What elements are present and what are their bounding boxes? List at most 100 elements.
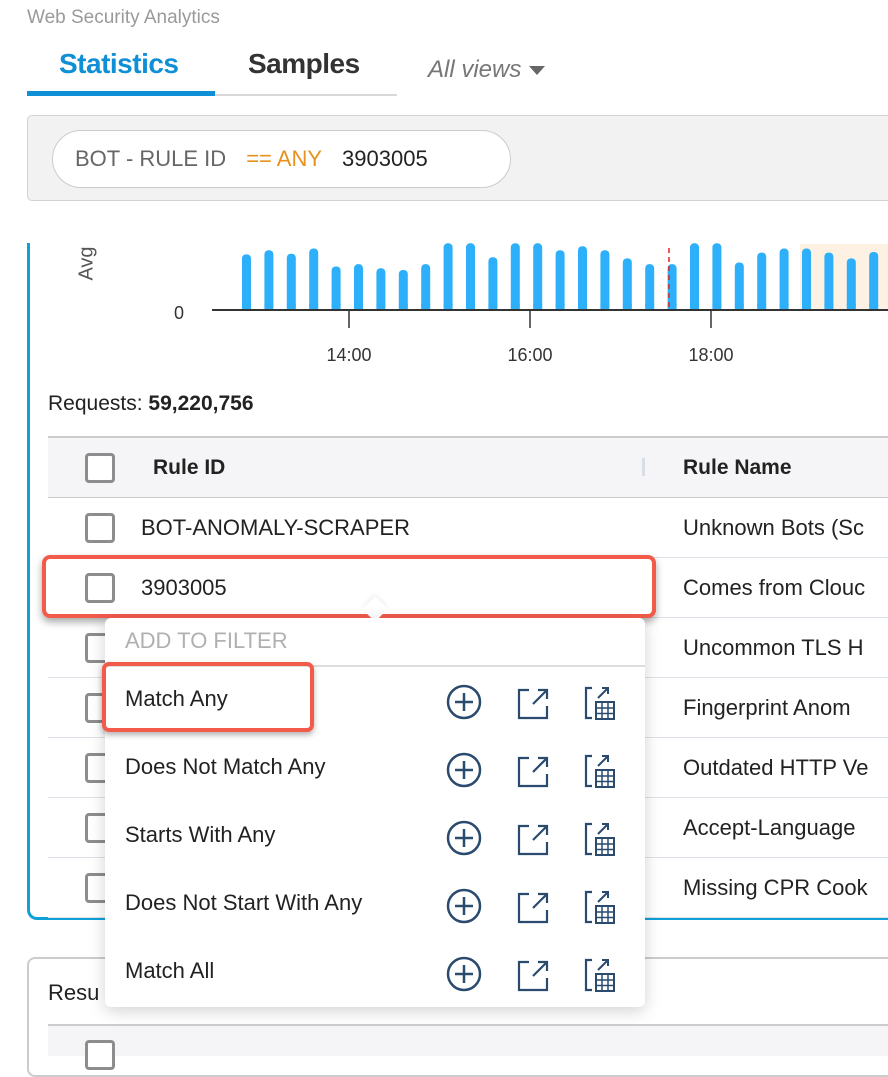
column-header-rule-name[interactable]: Rule Name <box>683 456 792 479</box>
x-tick-label: 16:00 <box>507 345 552 365</box>
export-table-icon[interactable] <box>580 886 620 926</box>
bar-base <box>398 304 408 310</box>
bar <box>667 264 677 310</box>
column-resize-handle[interactable] <box>642 458 645 476</box>
menu-item[interactable]: Does Not Match Any <box>105 736 645 804</box>
menu-item-label: Does Not Match Any <box>125 754 326 779</box>
plus-circle-icon[interactable] <box>444 954 484 994</box>
requests-value: 59,220,756 <box>148 392 254 415</box>
bar-base <box>533 304 543 310</box>
bar <box>734 262 744 310</box>
bar-base <box>600 304 610 310</box>
rule-id-cell[interactable]: 3903005 <box>141 575 227 600</box>
bar <box>331 266 341 310</box>
requests-label: Requests: <box>48 392 143 415</box>
bar-base <box>734 304 744 310</box>
tab-statistics[interactable]: Statistics <box>59 48 179 79</box>
open-external-icon[interactable] <box>513 682 553 722</box>
bar-base <box>331 304 341 310</box>
bar <box>533 243 543 310</box>
table-header: Rule ID Rule Name <box>48 438 888 498</box>
plus-circle-icon[interactable] <box>444 886 484 926</box>
bar <box>443 243 453 310</box>
bar-base <box>869 304 879 310</box>
bar-base <box>824 304 834 310</box>
bar <box>510 243 520 310</box>
x-tick-label: 14:00 <box>326 345 371 365</box>
filter-pill[interactable]: BOT - RULE ID == ANY 3903005 <box>52 130 511 188</box>
menu-title: ADD TO FILTER <box>125 628 288 653</box>
bar <box>488 257 498 310</box>
bar <box>421 264 431 310</box>
bar-base <box>690 304 699 310</box>
bar-base <box>667 304 677 310</box>
rule-name-cell: Comes from Clouc <box>683 575 866 600</box>
bar-base <box>645 304 655 310</box>
bar <box>712 243 722 310</box>
caret-down-icon <box>529 65 546 75</box>
menu-item[interactable]: Match Any <box>105 668 645 736</box>
results-select-all-checkbox[interactable] <box>85 1040 115 1070</box>
bar <box>846 258 856 310</box>
active-tab-indicator <box>27 91 215 96</box>
requests-count: Requests: 59,220,756 <box>48 392 254 416</box>
menu-item[interactable]: Does Not Start With Any <box>105 872 645 940</box>
bar-base <box>466 304 475 310</box>
bar <box>242 254 251 310</box>
results-table-header <box>48 1026 888 1070</box>
table-border <box>48 436 888 438</box>
export-table-icon[interactable] <box>580 682 620 722</box>
bar <box>376 268 386 310</box>
bar-base <box>421 304 431 310</box>
column-header-rule-id[interactable]: Rule ID <box>153 456 226 479</box>
filter-field: BOT - RULE ID <box>75 146 227 171</box>
bar-base <box>578 304 587 310</box>
bar <box>286 253 296 310</box>
bar-base <box>309 304 319 310</box>
export-table-icon[interactable] <box>580 818 620 858</box>
app-title: Web Security Analytics <box>27 7 220 28</box>
bar <box>398 269 408 310</box>
bar <box>645 264 655 310</box>
bar-base <box>264 304 274 310</box>
bar-base <box>712 304 722 310</box>
menu-item-label: Does Not Start With Any <box>125 890 363 915</box>
export-table-icon[interactable] <box>580 750 620 790</box>
views-dropdown[interactable]: All views <box>428 56 546 84</box>
bar-base <box>242 304 251 310</box>
bar-base <box>846 304 856 310</box>
open-external-icon[interactable] <box>513 818 553 858</box>
bar <box>309 248 319 310</box>
add-to-filter-menu: ADD TO FILTER Match Any Does Not Match An… <box>105 618 645 1007</box>
row-checkbox[interactable] <box>85 513 115 543</box>
rule-name-cell: Accept-Language <box>683 815 856 840</box>
row-checkbox[interactable] <box>85 573 115 603</box>
open-external-icon[interactable] <box>513 886 553 926</box>
rule-name-cell: Outdated HTTP Ve <box>683 755 869 780</box>
menu-item[interactable]: Starts With Any <box>105 804 645 872</box>
rule-id-cell[interactable]: BOT-ANOMALY-SCRAPER <box>141 515 410 540</box>
select-all-checkbox[interactable] <box>85 453 115 483</box>
bar-base <box>510 304 520 310</box>
plus-circle-icon[interactable] <box>444 818 484 858</box>
plus-circle-icon[interactable] <box>444 682 484 722</box>
table-row[interactable]: BOT-ANOMALY-SCRAPER Unknown Bots (Sc <box>48 498 888 558</box>
open-external-icon[interactable] <box>513 954 553 994</box>
rule-name-cell: Fingerprint Anom <box>683 695 851 720</box>
open-external-icon[interactable] <box>513 750 553 790</box>
rule-name-cell: Missing CPR Cook <box>683 875 868 900</box>
bar <box>600 250 610 310</box>
plus-circle-icon[interactable] <box>444 750 484 790</box>
menu-item-highlight <box>102 662 314 732</box>
bar <box>824 252 834 310</box>
export-table-icon[interactable] <box>580 954 620 994</box>
bar-base <box>488 304 498 310</box>
bar <box>264 250 274 310</box>
bar-base <box>779 304 789 310</box>
bar-base <box>757 304 767 310</box>
bar-base <box>802 304 811 310</box>
menu-item[interactable]: Match All <box>105 940 645 1008</box>
filter-operator: == ANY <box>246 146 323 171</box>
tab-samples[interactable]: Samples <box>248 48 360 79</box>
